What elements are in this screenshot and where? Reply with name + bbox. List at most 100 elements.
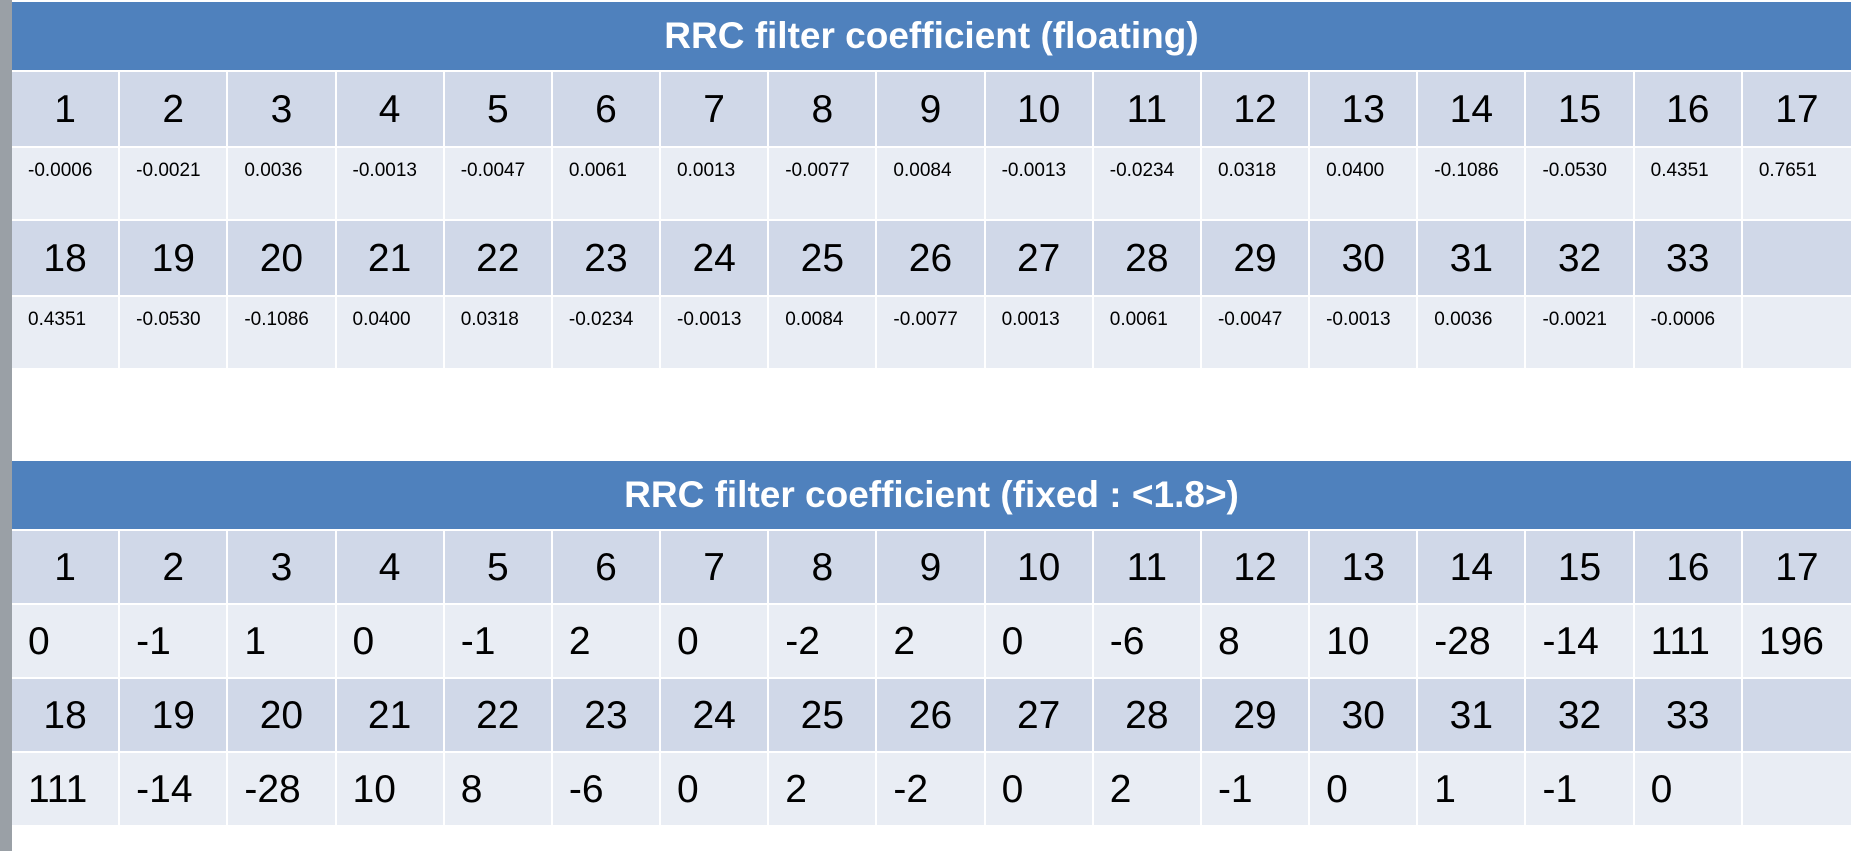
coefficient-index-cell: 16 — [1634, 72, 1743, 148]
coefficient-value-cell: 1 — [1418, 753, 1527, 827]
coefficient-index-cell: 8 — [769, 72, 878, 148]
coefficient-value-cell: 0.0036 — [228, 148, 337, 221]
coefficient-value-cell: -0.0013 — [336, 148, 445, 221]
coefficient-index-cell: 10 — [985, 72, 1094, 148]
coefficient-value-cell: -0.0006 — [1634, 297, 1743, 370]
coefficient-index-cell: 27 — [985, 221, 1094, 297]
coefficient-value-cell: 0.0013 — [985, 297, 1094, 370]
coefficient-value-cell: -0.0047 — [444, 148, 553, 221]
coefficient-index-cell: 18 — [12, 221, 121, 297]
coefficient-index-cell: 19 — [120, 221, 229, 297]
coefficient-value-cell: 0.0084 — [877, 148, 986, 221]
coefficient-value-cell: -0.1086 — [1418, 148, 1527, 221]
coefficient-value-cell: 0.7651 — [1742, 148, 1851, 221]
coefficient-index-cell: 22 — [444, 221, 553, 297]
coefficient-value-cell: 1 — [228, 605, 337, 679]
coefficient-index-cell — [1742, 679, 1851, 753]
coefficient-value-cell: 0.0318 — [1201, 148, 1311, 221]
coefficient-value-cell: -1 — [1526, 753, 1635, 827]
coefficient-index-cell: 8 — [769, 531, 878, 605]
coefficient-index-cell: 25 — [769, 679, 878, 753]
coefficient-value-cell: 0 — [1310, 753, 1419, 827]
coefficient-index-cell: 19 — [120, 679, 229, 753]
coefficient-index-cell — [1742, 221, 1851, 297]
fixed-coefficient-table: RRC filter coefficient (fixed : <1.8>) 1… — [12, 461, 1851, 827]
coefficient-index-cell: 31 — [1418, 221, 1527, 297]
coefficient-value-cell: -0.0234 — [1093, 148, 1202, 221]
coefficient-index-cell: 31 — [1418, 679, 1527, 753]
coefficient-index-cell: 11 — [1093, 531, 1202, 605]
coefficient-index-cell: 26 — [877, 679, 986, 753]
coefficient-value-cell: -0.0077 — [877, 297, 986, 370]
coefficient-index-cell: 2 — [120, 531, 229, 605]
coefficient-value-cell: -0.0021 — [1526, 297, 1635, 370]
coefficient-index-cell: 9 — [877, 531, 986, 605]
coefficient-value-cell: 0.0084 — [769, 297, 878, 370]
coefficient-index-cell: 28 — [1093, 221, 1202, 297]
coefficient-index-cell: 13 — [1310, 531, 1419, 605]
coefficient-value-cell: -0.0006 — [12, 148, 121, 221]
coefficient-index-cell: 4 — [336, 72, 445, 148]
coefficient-value-cell: 196 — [1742, 605, 1851, 679]
coefficient-index-cell: 17 — [1742, 72, 1851, 148]
coefficient-value-cell: 0 — [336, 605, 445, 679]
coefficient-index-cell: 12 — [1201, 531, 1311, 605]
coefficient-index-cell: 22 — [444, 679, 553, 753]
coefficient-index-cell: 24 — [661, 221, 770, 297]
coefficient-value-cell: -0.0530 — [120, 297, 229, 370]
coefficient-value-cell — [1742, 753, 1851, 827]
coefficient-value-cell: 2 — [877, 605, 986, 679]
coefficient-index-cell: 33 — [1634, 221, 1743, 297]
coefficient-value-cell: 0 — [985, 753, 1094, 827]
coefficient-index-cell: 16 — [1634, 531, 1743, 605]
coefficient-value-cell: 0.4351 — [12, 297, 121, 370]
coefficient-value-cell: 0 — [1634, 753, 1743, 827]
coefficient-index-cell: 7 — [661, 531, 770, 605]
coefficient-index-cell: 13 — [1310, 72, 1419, 148]
coefficient-index-cell: 28 — [1093, 679, 1202, 753]
coefficient-index-cell: 6 — [552, 531, 662, 605]
coefficient-value-cell: -1 — [120, 605, 229, 679]
coefficient-value-cell: -6 — [1093, 605, 1202, 679]
coefficient-value-cell: -1 — [444, 605, 553, 679]
coefficient-index-cell: 15 — [1526, 72, 1635, 148]
coefficient-value-cell: 0.0013 — [661, 148, 770, 221]
coefficient-index-cell: 18 — [12, 679, 121, 753]
floating-table-title: RRC filter coefficient (floating) — [12, 2, 1851, 72]
coefficient-index-cell: 25 — [769, 221, 878, 297]
coefficient-index-cell: 14 — [1418, 72, 1527, 148]
coefficient-index-cell: 17 — [1742, 531, 1851, 605]
coefficient-value-cell: -14 — [1526, 605, 1635, 679]
coefficient-index-cell: 32 — [1526, 221, 1635, 297]
coefficient-value-cell: -0.0234 — [552, 297, 662, 370]
coefficient-value-cell: 8 — [1201, 605, 1311, 679]
coefficient-value-cell: -0.0530 — [1526, 148, 1635, 221]
coefficient-index-cell: 7 — [661, 72, 770, 148]
coefficient-value-cell: 0.0061 — [1093, 297, 1202, 370]
floating-table-grid: 1 2 3 4 5 6 7 8 9 10 11 12 13 14 15 16 17 -0.0006 -0.0021 0… — [12, 72, 1851, 370]
coefficient-value-cell: 111 — [12, 753, 121, 827]
coefficient-index-cell: 30 — [1310, 221, 1419, 297]
coefficient-index-cell: 29 — [1201, 221, 1311, 297]
coefficient-index-cell: 1 — [12, 72, 121, 148]
coefficient-value-cell: -28 — [228, 753, 337, 827]
coefficient-index-cell: 26 — [877, 221, 986, 297]
coefficient-index-cell: 20 — [228, 679, 337, 753]
coefficient-value-cell: 0.0318 — [444, 297, 553, 370]
coefficient-value-cell: 0 — [985, 605, 1094, 679]
coefficient-index-cell: 30 — [1310, 679, 1419, 753]
coefficient-index-cell: 21 — [336, 679, 445, 753]
coefficient-index-cell: 23 — [552, 221, 662, 297]
coefficient-value-cell: -0.0013 — [985, 148, 1094, 221]
coefficient-value-cell: -14 — [120, 753, 229, 827]
coefficient-index-cell: 11 — [1093, 72, 1202, 148]
coefficient-value-cell: -2 — [769, 605, 878, 679]
coefficient-value-cell: -1 — [1201, 753, 1311, 827]
coefficient-index-cell: 21 — [336, 221, 445, 297]
coefficient-value-cell — [1742, 297, 1851, 370]
coefficient-value-cell: -0.0013 — [1310, 297, 1419, 370]
coefficient-index-cell: 5 — [444, 531, 553, 605]
coefficient-index-cell: 32 — [1526, 679, 1635, 753]
coefficient-value-cell: -0.1086 — [228, 297, 337, 370]
